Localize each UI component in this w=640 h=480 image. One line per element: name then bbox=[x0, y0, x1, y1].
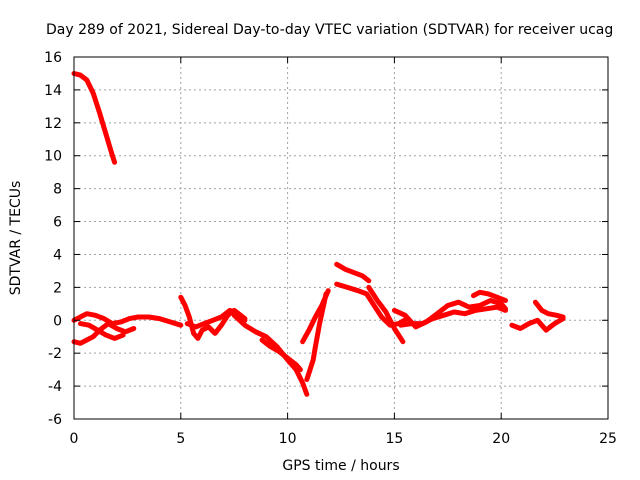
y-tick-label: 4 bbox=[53, 247, 62, 263]
axis-ticks: 0 5 10 15 20 25 -6 -4 -2 0 2 4 6 8 10 12 14 16 bbox=[44, 50, 617, 447]
series-line-arc-e bbox=[231, 312, 310, 397]
y-tick-label: 6 bbox=[53, 215, 62, 231]
y-tick-label: 10 bbox=[44, 149, 62, 165]
series-line-arc-n bbox=[470, 289, 508, 303]
series-line-arc-j bbox=[334, 281, 410, 328]
series-line-arc-o bbox=[509, 316, 566, 333]
y-tick-label: 14 bbox=[44, 83, 62, 99]
x-tick-label: 15 bbox=[385, 431, 403, 447]
y-tick-label: 0 bbox=[53, 313, 62, 329]
series-line-arc-f bbox=[259, 337, 303, 373]
series-line-arc-d bbox=[184, 307, 248, 330]
x-tick-label: 0 bbox=[70, 431, 79, 447]
x-tick-label: 5 bbox=[176, 431, 185, 447]
y-axis-label: SDTVAR / TECUs bbox=[8, 181, 24, 296]
series-line-arc-h bbox=[300, 288, 331, 345]
y-tick-label: 8 bbox=[53, 182, 62, 198]
y-tick-label: -2 bbox=[48, 346, 62, 362]
plot-frame bbox=[73, 56, 609, 420]
series-line-arc-p bbox=[532, 299, 566, 320]
series-line-early-high-arc bbox=[71, 71, 118, 165]
y-tick-label: 2 bbox=[53, 280, 62, 296]
x-tick-label: 20 bbox=[492, 431, 510, 447]
series-layer bbox=[71, 71, 566, 397]
x-tick-label: 10 bbox=[279, 431, 297, 447]
grid-lines bbox=[74, 57, 608, 419]
series-line-arc-b bbox=[77, 321, 126, 341]
x-axis-label: GPS time / hours bbox=[282, 458, 399, 474]
y-tick-label: 16 bbox=[44, 50, 62, 66]
y-tick-label: 12 bbox=[44, 116, 62, 132]
series-line-arc-k bbox=[366, 284, 406, 345]
chart-title: Day 289 of 2021, Sidereal Day-to-day VTE… bbox=[46, 22, 613, 38]
y-tick-label: -6 bbox=[48, 412, 62, 428]
series-line-arc-m bbox=[398, 304, 508, 328]
series-line-arc-i bbox=[334, 261, 372, 284]
series-line-arc-a-upper bbox=[71, 311, 184, 328]
y-tick-label: -4 bbox=[48, 379, 62, 395]
x-tick-label: 25 bbox=[599, 431, 617, 447]
